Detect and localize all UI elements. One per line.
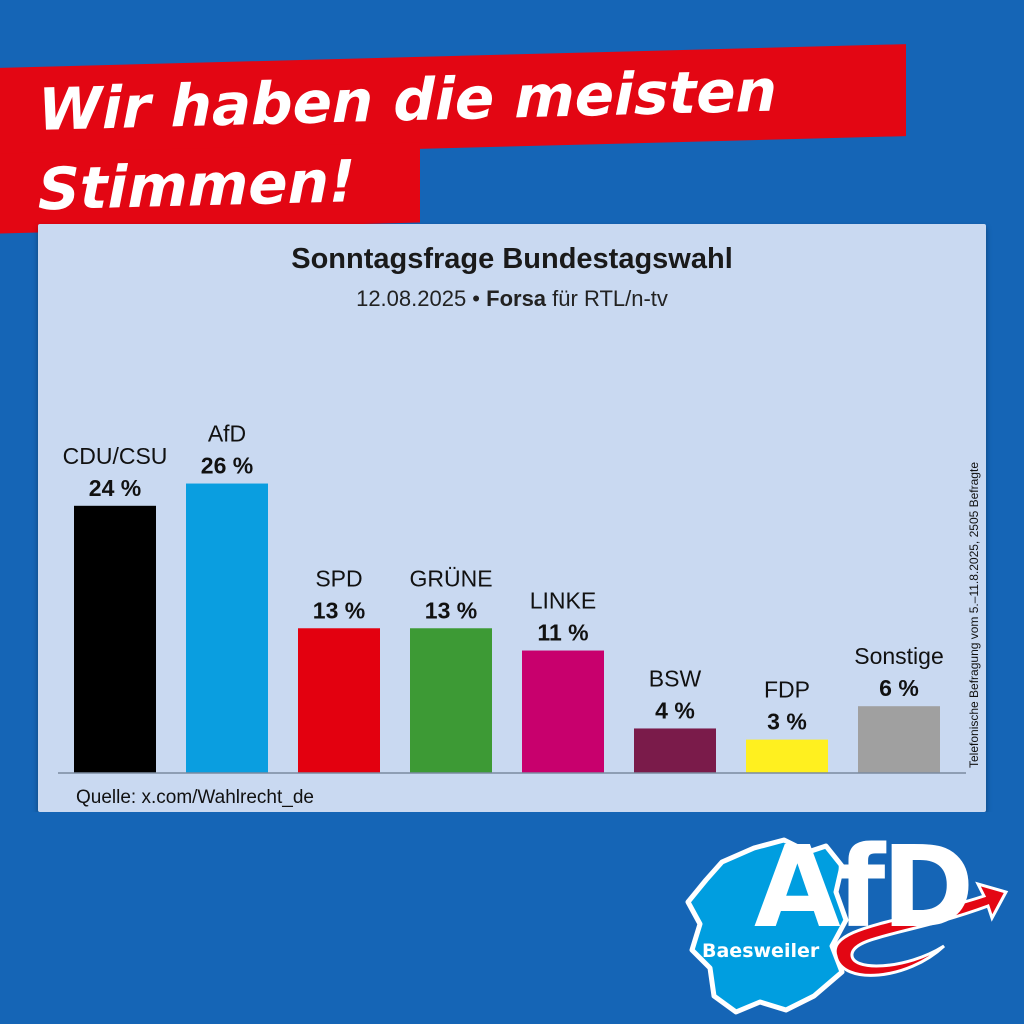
bar-linke bbox=[522, 650, 604, 773]
bar-value-label: 24 % bbox=[89, 475, 141, 501]
bar-category-label: AfD bbox=[208, 421, 246, 447]
chart-source: Quelle: x.com/Wahlrecht_de bbox=[76, 787, 314, 808]
afd-baesweiler-logo: AfD Baesweiler bbox=[676, 826, 1012, 1016]
bar-value-label: 13 % bbox=[313, 597, 365, 623]
bar-value-label: 11 % bbox=[537, 620, 588, 646]
chart-subtitle-client: für RTL/n-tv bbox=[552, 286, 668, 311]
bar-category-label: GRÜNE bbox=[409, 565, 492, 591]
bar-fdp bbox=[746, 739, 828, 773]
poll-chart: Sonntagsfrage Bundestagswahl 12.08.2025 … bbox=[58, 243, 981, 808]
bar-sonstige bbox=[858, 706, 940, 773]
chart-side-note: Telefonische Befragung vom 5.–11.8.2025,… bbox=[967, 462, 981, 768]
bar-value-label: 13 % bbox=[425, 597, 477, 623]
headline-line2: Stimmen! bbox=[38, 147, 356, 224]
bar-category-label: CDU/CSU bbox=[63, 443, 168, 469]
bar-bsw bbox=[634, 728, 716, 773]
bar-value-label: 4 % bbox=[655, 697, 695, 723]
chart-subtitle-institute: Forsa bbox=[486, 286, 547, 311]
headline-line1: Wir haben die meisten bbox=[38, 56, 777, 144]
bar-value-label: 6 % bbox=[879, 675, 919, 701]
headline-banner-line2: Stimmen! bbox=[0, 142, 420, 234]
bar-category-label: LINKE bbox=[530, 588, 596, 614]
chart-subtitle: 12.08.2025 • Forsa für RTL/n-tv bbox=[356, 286, 668, 311]
bar-afd bbox=[186, 483, 268, 773]
germany-map-icon bbox=[685, 837, 849, 1015]
chart-title: Sonntagsfrage Bundestagswahl bbox=[291, 243, 733, 275]
headline-banner-line1: Wir haben die meisten bbox=[0, 44, 906, 160]
logo-city: Baesweiler bbox=[702, 940, 820, 962]
bottom-band bbox=[0, 812, 1024, 1024]
bar-grüne bbox=[410, 628, 492, 773]
poll-chart-card: Sonntagsfrage Bundestagswahl 12.08.2025 … bbox=[38, 224, 986, 812]
bar-group: 24 % CDU/CSU 26 % AfD 13 % SPD 13 % GRÜNE 11 % LI… bbox=[63, 421, 944, 773]
bar-category-label: BSW bbox=[649, 665, 702, 691]
logo-graphic bbox=[685, 837, 1009, 1015]
bar-category-label: SPD bbox=[315, 565, 362, 591]
logo-text: AfD bbox=[754, 823, 974, 953]
chart-subtitle-date: 12.08.2025 • bbox=[356, 286, 480, 311]
bar-category-label: FDP bbox=[764, 677, 810, 703]
bar-spd bbox=[298, 628, 380, 773]
bar-value-label: 3 % bbox=[767, 709, 807, 735]
bar-category-label: Sonstige bbox=[854, 643, 944, 669]
swoosh-arrow-icon bbox=[833, 881, 1009, 977]
bar-cdu-csu bbox=[74, 505, 156, 773]
bar-value-label: 26 % bbox=[201, 453, 253, 479]
